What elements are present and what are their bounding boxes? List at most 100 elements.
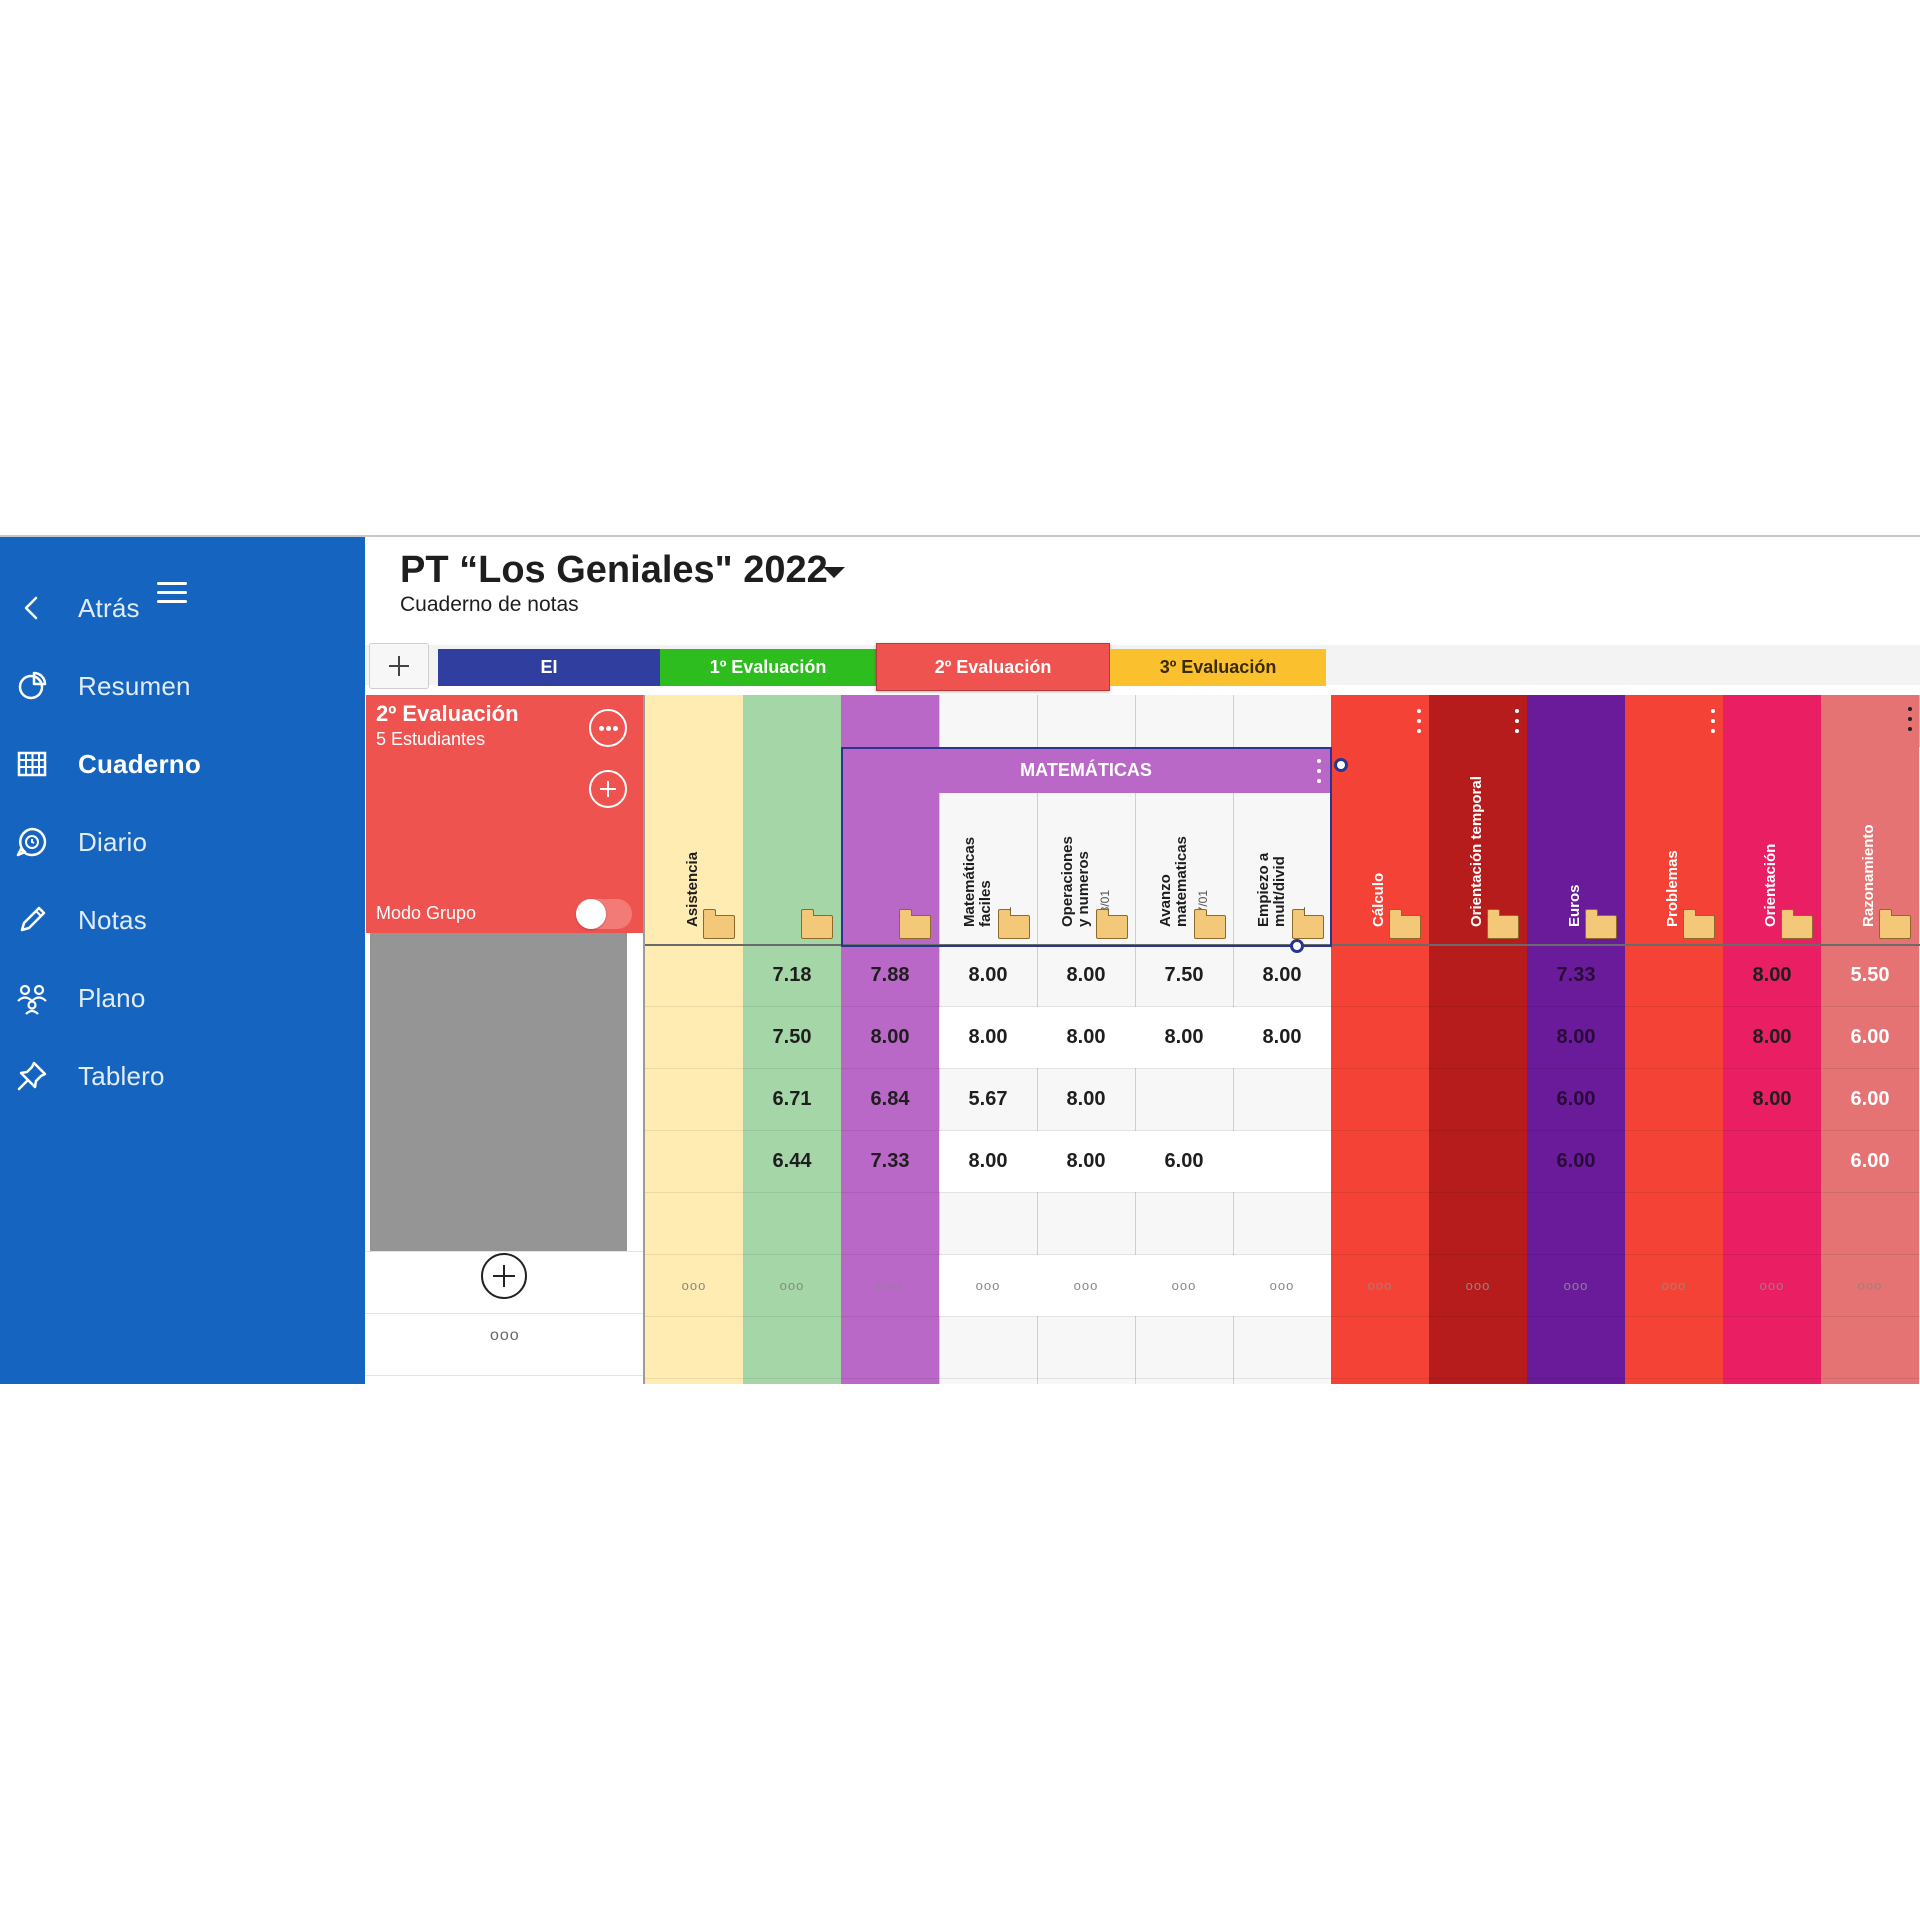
grade-column[interactable]: Euros bbox=[1527, 695, 1625, 1384]
grade-cell[interactable] bbox=[645, 1007, 743, 1068]
grade-cell[interactable]: 8.00 bbox=[1037, 1131, 1135, 1192]
grade-cell[interactable]: 5.67 bbox=[968, 1088, 1008, 1110]
grade-cell[interactable] bbox=[645, 1069, 743, 1130]
grade-column[interactable]: Razonamiento bbox=[1821, 695, 1919, 1384]
resize-handle[interactable] bbox=[1334, 758, 1348, 772]
folder-icon[interactable] bbox=[703, 909, 735, 939]
grade-cell[interactable]: 8.00 bbox=[1556, 1026, 1596, 1048]
grade-cell[interactable] bbox=[1331, 1193, 1429, 1254]
grade-cell[interactable] bbox=[1135, 1193, 1233, 1254]
cell-more-button[interactable]: ooo bbox=[1465, 1278, 1491, 1293]
add-tab-button[interactable] bbox=[369, 643, 429, 689]
column-more-icon[interactable] bbox=[1514, 709, 1520, 735]
folder-icon[interactable] bbox=[1389, 909, 1421, 939]
grade-cell[interactable] bbox=[1429, 945, 1527, 1006]
grade-cell[interactable]: 6.44 bbox=[772, 1150, 812, 1172]
sidebar-item-notas[interactable]: Notas bbox=[0, 888, 365, 952]
cell-more-button[interactable]: ooo bbox=[1037, 1255, 1135, 1316]
grade-cell[interactable]: 6.00 bbox=[1135, 1131, 1233, 1192]
grade-cell[interactable]: 8.00 bbox=[1752, 1026, 1792, 1048]
group-more-icon[interactable] bbox=[1907, 707, 1913, 733]
grade-cell[interactable]: 8.00 bbox=[939, 1007, 1037, 1068]
grade-cell[interactable] bbox=[1723, 1193, 1821, 1254]
column-more-icon[interactable] bbox=[1416, 709, 1422, 735]
grade-cell[interactable] bbox=[1331, 1007, 1429, 1068]
grade-cell[interactable]: 7.33 bbox=[1556, 964, 1596, 986]
grade-cell[interactable]: 8.00 bbox=[1752, 1088, 1792, 1110]
grade-cell[interactable]: 6.00 bbox=[1850, 1026, 1890, 1048]
tab-ei[interactable]: EI bbox=[438, 649, 660, 686]
folder-icon[interactable] bbox=[1292, 909, 1324, 939]
grade-cell[interactable] bbox=[1821, 1193, 1919, 1254]
grade-cell[interactable]: 8.00 bbox=[1262, 964, 1302, 986]
grade-column[interactable] bbox=[743, 695, 841, 1384]
grade-cell[interactable] bbox=[1233, 1131, 1331, 1192]
grade-cell[interactable]: 5.50 bbox=[1850, 964, 1890, 986]
sidebar-item-diario[interactable]: Diario bbox=[0, 810, 365, 874]
grade-cell[interactable]: 8.00 bbox=[1233, 1007, 1331, 1068]
grade-column[interactable]: Orientación temporal bbox=[1429, 695, 1527, 1384]
grade-cell[interactable] bbox=[1625, 945, 1723, 1006]
grade-cell[interactable]: 6.84 bbox=[870, 1088, 910, 1110]
grade-cell[interactable] bbox=[1527, 1193, 1625, 1254]
cell-more-button[interactable]: ooo bbox=[877, 1278, 903, 1293]
grade-cell[interactable]: 6.00 bbox=[1556, 1088, 1596, 1110]
grade-cell[interactable] bbox=[743, 1193, 841, 1254]
folder-icon[interactable] bbox=[998, 909, 1030, 939]
grade-cell[interactable] bbox=[645, 945, 743, 1006]
grade-cell[interactable] bbox=[1135, 1069, 1233, 1130]
cell-more-button[interactable]: ooo bbox=[1135, 1255, 1233, 1316]
grade-cell[interactable] bbox=[1233, 1193, 1331, 1254]
grade-cell[interactable] bbox=[645, 1131, 743, 1192]
resize-handle[interactable] bbox=[1290, 939, 1304, 953]
grade-cell[interactable]: 6.00 bbox=[1850, 1088, 1890, 1110]
grade-cell[interactable] bbox=[841, 1193, 939, 1254]
sidebar-item-resumen[interactable]: Resumen bbox=[0, 654, 365, 718]
cell-more-button[interactable]: ooo bbox=[681, 1278, 707, 1293]
grade-cell[interactable] bbox=[1429, 1069, 1527, 1130]
grade-cell[interactable]: 8.00 bbox=[870, 1026, 910, 1048]
tab-evaluacion-3[interactable]: 3º Evaluación bbox=[1110, 649, 1326, 686]
subgroup-header-matematicas[interactable]: MATEMÁTICAS bbox=[841, 747, 1331, 793]
cell-more-button[interactable]: ooo bbox=[1857, 1278, 1883, 1293]
grade-cell[interactable]: 8.00 bbox=[939, 1131, 1037, 1192]
grade-column[interactable]: Cálculo bbox=[1331, 695, 1429, 1384]
folder-icon[interactable] bbox=[1879, 909, 1911, 939]
folder-icon[interactable] bbox=[1487, 909, 1519, 939]
grade-cell[interactable] bbox=[1429, 1193, 1527, 1254]
grade-cell[interactable]: 8.00 bbox=[1752, 964, 1792, 986]
grade-cell[interactable] bbox=[1429, 1131, 1527, 1192]
grade-cell[interactable] bbox=[1723, 1131, 1821, 1192]
add-student-button[interactable] bbox=[481, 1253, 527, 1299]
folder-icon[interactable] bbox=[1585, 909, 1617, 939]
grade-cell[interactable]: 7.88 bbox=[870, 964, 910, 986]
subgroup-more-icon[interactable] bbox=[1316, 759, 1322, 785]
cell-more-button[interactable]: ooo bbox=[939, 1255, 1037, 1316]
grade-cell[interactable]: 7.50 bbox=[1164, 964, 1204, 986]
grade-cell[interactable] bbox=[1429, 1007, 1527, 1068]
cell-more-button[interactable]: ooo bbox=[1563, 1278, 1589, 1293]
cell-more-button[interactable]: ooo bbox=[1367, 1278, 1393, 1293]
group-more-button[interactable] bbox=[589, 709, 627, 747]
folder-icon[interactable] bbox=[899, 909, 931, 939]
grade-cell[interactable] bbox=[1233, 1069, 1331, 1130]
grade-cell[interactable] bbox=[645, 1193, 743, 1254]
grade-column[interactable]: Asistencia bbox=[645, 695, 743, 1384]
grade-cell[interactable]: 7.33 bbox=[870, 1150, 910, 1172]
folder-icon[interactable] bbox=[1096, 909, 1128, 939]
grade-cell[interactable]: 7.50 bbox=[772, 1026, 812, 1048]
cell-more-button[interactable]: ooo bbox=[779, 1278, 805, 1293]
tab-evaluacion-2[interactable]: 2º Evaluación bbox=[876, 643, 1110, 691]
grade-cell[interactable] bbox=[1331, 1069, 1429, 1130]
hamburger-menu-icon[interactable] bbox=[157, 582, 187, 604]
grade-cell[interactable]: 8.00 bbox=[1066, 1088, 1106, 1110]
grade-column[interactable]: Orientación bbox=[1723, 695, 1821, 1384]
sidebar-item-tablero[interactable]: Tablero bbox=[0, 1044, 365, 1108]
grade-cell[interactable]: 6.00 bbox=[1850, 1150, 1890, 1172]
grade-cell[interactable] bbox=[1625, 1069, 1723, 1130]
grade-cell[interactable] bbox=[1331, 945, 1429, 1006]
grade-cell[interactable] bbox=[939, 1193, 1037, 1254]
grade-column[interactable] bbox=[841, 695, 939, 1384]
folder-icon[interactable] bbox=[1683, 909, 1715, 939]
sidebar-item-cuaderno[interactable]: Cuaderno bbox=[0, 732, 365, 796]
